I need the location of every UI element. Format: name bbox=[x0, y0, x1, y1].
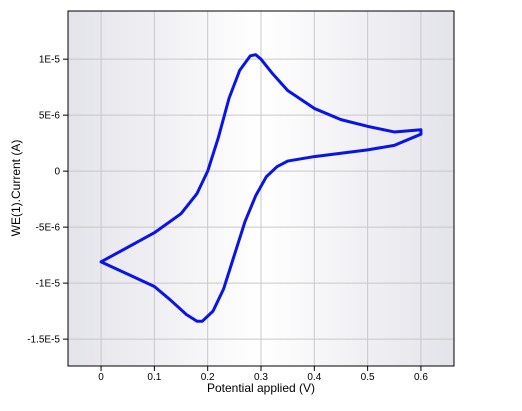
y-tick-label: -1E-5 bbox=[36, 279, 61, 290]
x-tick-label: 0.5 bbox=[361, 372, 375, 383]
x-tick-label: 0 bbox=[98, 372, 104, 383]
y-tick-label: 1E-5 bbox=[39, 55, 61, 66]
x-tick-label: 0.2 bbox=[201, 372, 215, 383]
x-tick-label: 0.4 bbox=[307, 372, 321, 383]
y-axis-title: WE(1).Current (A) bbox=[9, 140, 23, 237]
y-tick-label: 0 bbox=[54, 167, 60, 178]
data-line bbox=[99, 53, 423, 323]
x-tick-label: 0.1 bbox=[147, 372, 161, 383]
y-tick-label: -5E-6 bbox=[36, 223, 61, 234]
x-tick-label: 0.6 bbox=[414, 372, 428, 383]
x-axis-title: Potential applied (V) bbox=[207, 381, 315, 395]
y-tick-label: 5E-6 bbox=[39, 111, 61, 122]
x-tick-label: 0.3 bbox=[254, 372, 268, 383]
y-tick-label: -1.5E-5 bbox=[27, 335, 60, 346]
